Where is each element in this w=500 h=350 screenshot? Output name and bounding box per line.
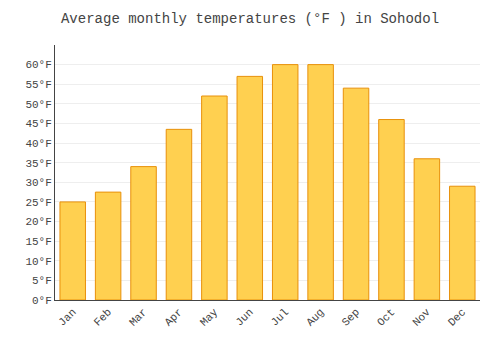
- svg-text:Jan: Jan: [56, 306, 78, 328]
- svg-text:Apr: Apr: [162, 306, 184, 328]
- svg-text:Feb: Feb: [92, 306, 114, 328]
- svg-text:15°F: 15°F: [25, 236, 51, 248]
- svg-text:May: May: [198, 306, 221, 329]
- svg-text:20°F: 20°F: [25, 216, 51, 228]
- svg-text:40°F: 40°F: [25, 138, 51, 150]
- svg-text:Dec: Dec: [446, 306, 468, 328]
- svg-text:Mar: Mar: [127, 306, 149, 328]
- svg-text:5°F: 5°F: [32, 275, 52, 287]
- svg-text:30°F: 30°F: [25, 177, 51, 189]
- svg-text:Oct: Oct: [375, 306, 397, 328]
- svg-text:35°F: 35°F: [25, 158, 51, 170]
- svg-text:25°F: 25°F: [25, 197, 51, 209]
- svg-text:0°F: 0°F: [32, 295, 52, 307]
- svg-text:Sep: Sep: [340, 306, 362, 328]
- svg-text:Jun: Jun: [233, 306, 255, 328]
- svg-text:Average monthly temperatures (: Average monthly temperatures (°F ) in So…: [61, 11, 439, 27]
- svg-text:45°F: 45°F: [25, 118, 51, 130]
- svg-text:60°F: 60°F: [25, 59, 51, 71]
- svg-text:Nov: Nov: [410, 306, 433, 329]
- svg-text:Jul: Jul: [269, 306, 291, 328]
- svg-text:Aug: Aug: [304, 306, 326, 328]
- svg-text:10°F: 10°F: [25, 256, 51, 268]
- svg-text:55°F: 55°F: [25, 79, 51, 91]
- svg-text:50°F: 50°F: [25, 99, 51, 111]
